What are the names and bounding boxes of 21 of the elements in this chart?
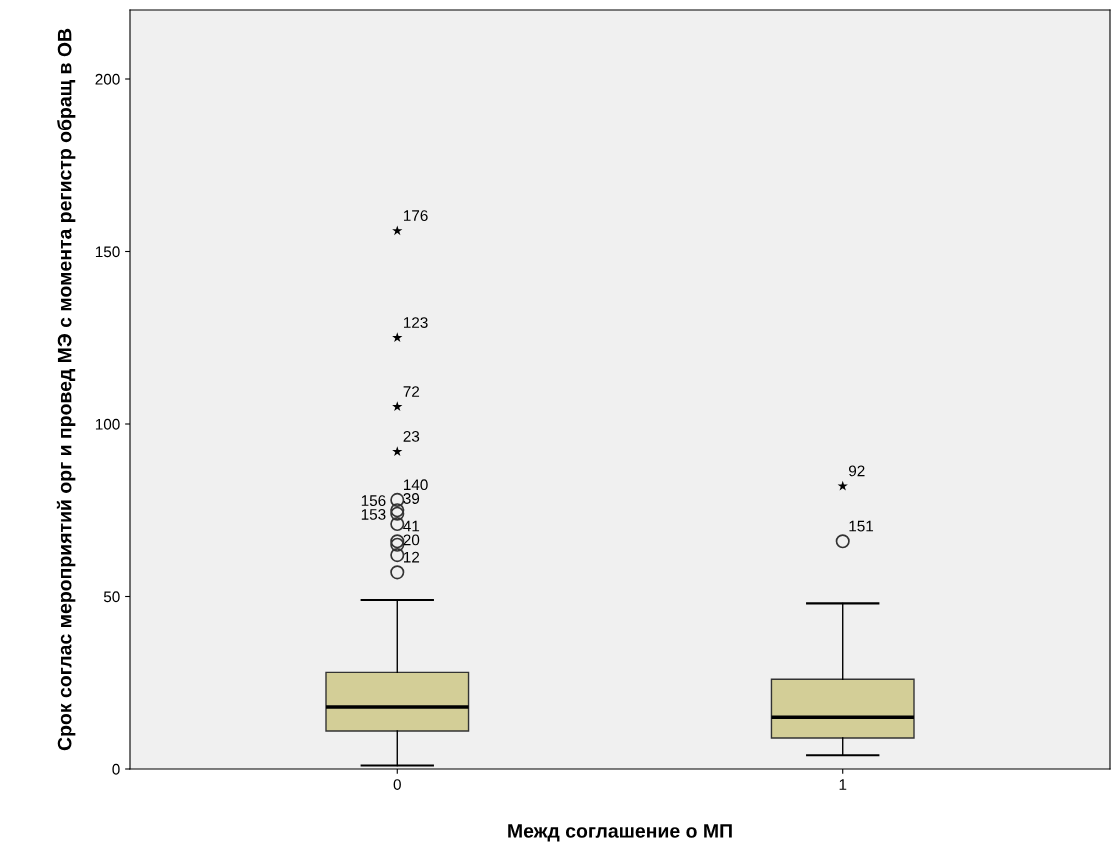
- annotation: 156: [361, 495, 386, 507]
- y-tick-label: 150: [95, 246, 120, 258]
- annotation: 41: [403, 520, 420, 532]
- annotation: 151: [849, 520, 874, 532]
- annotation: 140: [403, 479, 428, 491]
- x-axis-title: Межд соглашение о МП: [508, 824, 732, 842]
- annotation: 153: [361, 509, 386, 520]
- x-tick-label: 1: [839, 779, 847, 790]
- annotation: 39: [403, 493, 420, 504]
- y-tick-label: 100: [95, 418, 120, 430]
- y-axis-title: Срок соглас мероприятий орг и провед МЭ с момента регистр обращ в ОВ: [56, 28, 76, 751]
- annotation: 92: [849, 465, 865, 477]
- y-tick-label: 200: [95, 73, 120, 85]
- annotation: 176: [403, 210, 428, 222]
- annotation: 72: [403, 386, 420, 397]
- annotation: 23: [403, 430, 420, 442]
- annotation: 20: [403, 534, 420, 546]
- y-tick-label: 50: [103, 591, 120, 603]
- annotation: 123: [403, 317, 428, 328]
- annotation: 12: [403, 551, 420, 563]
- y-tick-label: 0: [112, 763, 120, 775]
